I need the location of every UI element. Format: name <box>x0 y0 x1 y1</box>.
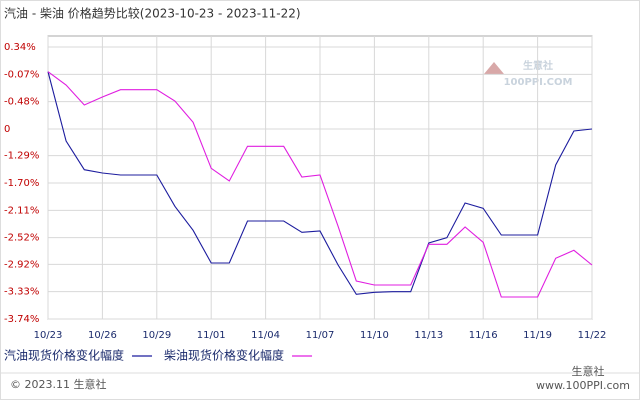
x-tick-label: 11/22 <box>578 330 607 341</box>
y-tick-label: -2.11% <box>4 205 39 216</box>
watermark-logo <box>484 62 504 74</box>
x-tick-label: 11/10 <box>360 330 389 341</box>
y-tick-label: -0.07% <box>4 69 39 80</box>
y-tick-label: 0 <box>4 124 10 135</box>
y-tick-label: -3.33% <box>4 287 39 298</box>
x-tick-label: 10/29 <box>142 330 171 341</box>
x-tick-label: 11/13 <box>414 330 443 341</box>
x-tick-label: 10/26 <box>88 330 117 341</box>
x-tick-label: 11/19 <box>523 330 552 341</box>
footer-brand: 生意社 <box>572 364 605 378</box>
x-tick-label: 11/07 <box>306 330 335 341</box>
y-tick-label: -1.70% <box>4 178 39 189</box>
x-tick-label: 11/01 <box>197 330 226 341</box>
y-tick-label: 0.34% <box>4 42 36 53</box>
legend-label: 柴油现货价格变化幅度 <box>164 348 284 363</box>
y-tick-label: -2.92% <box>4 259 39 270</box>
series-line <box>47 71 593 298</box>
x-tick-label: 10/23 <box>34 330 63 341</box>
x-tick-label: 11/04 <box>251 330 280 341</box>
y-tick-label: -3.74% <box>4 314 39 325</box>
legend-label: 汽油现货价格变化幅度 <box>4 348 124 363</box>
series-line <box>47 71 593 295</box>
footer-url: www.100PPI.com <box>536 379 630 392</box>
y-tick-label: -0.48% <box>4 97 39 108</box>
x-tick-label: 11/16 <box>469 330 498 341</box>
footer: © 2023.11 生意社 <box>10 377 106 391</box>
y-tick-label: -1.29% <box>4 151 39 162</box>
y-tick-label: -2.52% <box>4 233 39 244</box>
chart-title: 汽油 - 柴油 价格趋势比较(2023-10-23 - 2023-11-22) <box>4 6 301 21</box>
